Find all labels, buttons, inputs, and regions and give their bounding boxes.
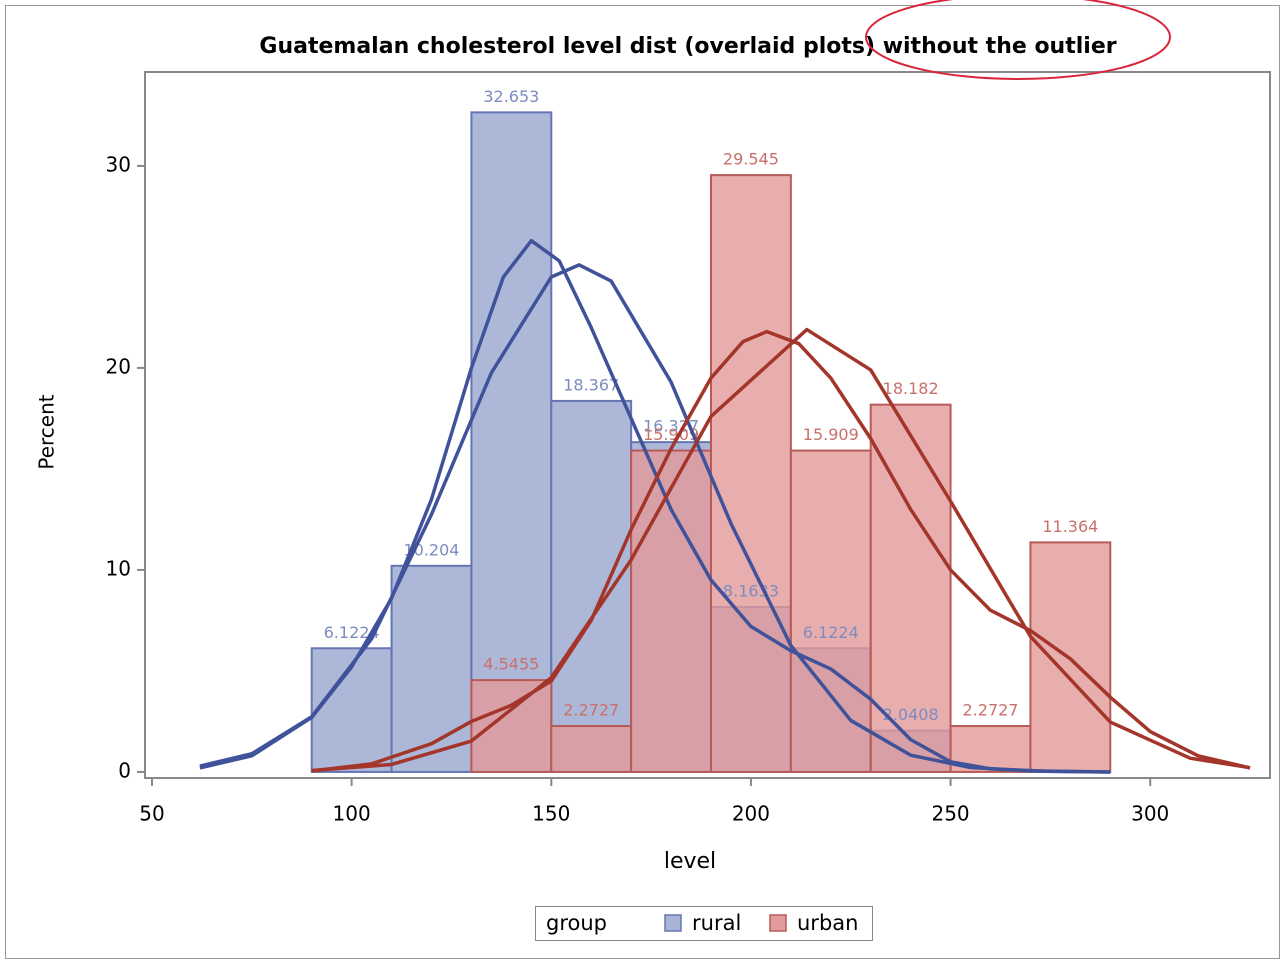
y-axis-label: Percent <box>35 394 59 469</box>
bar <box>709 174 792 773</box>
value-label: 4.5455 <box>483 655 539 674</box>
legend-label: rural <box>692 911 741 935</box>
bar <box>550 725 633 773</box>
value-label: 2.2727 <box>563 701 619 720</box>
annotation-circle <box>865 0 1171 80</box>
value-label: 6.1224 <box>803 623 859 642</box>
y-tick-label: 20 <box>106 354 131 378</box>
density-curve <box>311 329 1251 773</box>
value-label: 11.364 <box>1042 517 1098 536</box>
value-label: 18.367 <box>563 375 619 394</box>
bar <box>390 564 473 773</box>
y-tick-label: 30 <box>106 152 131 176</box>
value-label: 6.1224 <box>324 623 380 642</box>
value-label: 15.909 <box>643 425 699 444</box>
x-tick-label: 150 <box>532 802 570 826</box>
plot-border <box>144 71 1271 779</box>
legend-swatch <box>664 914 682 932</box>
value-label: 18.182 <box>883 379 939 398</box>
value-label: 8.1633 <box>723 582 779 601</box>
legend-title: group <box>546 911 607 935</box>
bar <box>789 449 872 773</box>
x-tick-label: 300 <box>1131 802 1169 826</box>
value-label: 15.909 <box>803 425 859 444</box>
plot-area: 6.122410.20432.65318.36716.3278.16336.12… <box>199 87 1251 774</box>
value-label: 32.653 <box>483 87 539 106</box>
value-label: 2.2727 <box>963 701 1019 720</box>
x-tick-label: 100 <box>333 802 371 826</box>
density-curve <box>199 238 1111 774</box>
value-label: 2.0408 <box>883 705 939 724</box>
value-label: 29.545 <box>723 150 779 169</box>
x-tick-label: 200 <box>732 802 770 826</box>
bar <box>630 449 712 773</box>
bar <box>470 679 553 773</box>
legend-box <box>535 906 873 941</box>
y-tick-label: 10 <box>106 556 131 580</box>
density-curve <box>311 327 1251 773</box>
chart-title: Guatemalan cholesterol level dist (overl… <box>259 34 1116 59</box>
x-axis-label: level <box>664 849 716 874</box>
y-tick-label: 0 <box>118 758 131 782</box>
legend-swatch <box>769 914 787 932</box>
legend-label: urban <box>797 911 858 935</box>
x-tick-label: 250 <box>931 802 969 826</box>
legend: rural urban <box>664 911 858 935</box>
bar <box>470 111 553 773</box>
x-tick-label: 50 <box>139 802 164 826</box>
